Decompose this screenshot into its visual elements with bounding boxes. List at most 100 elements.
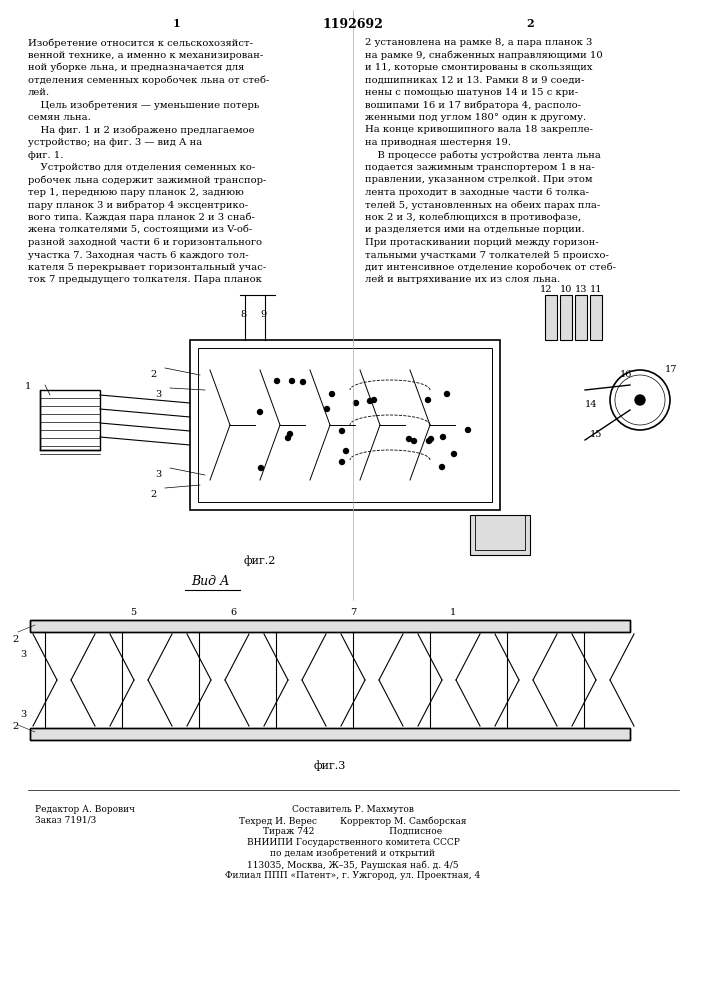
Text: 1: 1 [173, 18, 181, 29]
Text: фиг.2: фиг.2 [244, 555, 276, 566]
Bar [30, 728, 630, 740]
Text: вого типа. Каждая пара планок 2 и 3 снаб-: вого типа. Каждая пара планок 2 и 3 снаб… [28, 213, 255, 223]
Bar [475, 515, 525, 550]
Text: нок 2 и 3, колеблющихся в противофазе,: нок 2 и 3, колеблющихся в противофазе, [365, 213, 581, 223]
Text: тальными участками 7 толкателей 5 происхо-: тальными участками 7 толкателей 5 происх… [365, 250, 609, 259]
Bar [560, 295, 572, 340]
Bar [40, 390, 100, 450]
Text: 3: 3 [155, 390, 161, 399]
Circle shape [339, 460, 344, 464]
Text: 113035, Москва, Ж–35, Раушская наб. д. 4/5: 113035, Москва, Ж–35, Раушская наб. д. 4… [247, 860, 459, 869]
Text: 3: 3 [20, 650, 26, 659]
Text: 1: 1 [25, 382, 31, 391]
Text: 2: 2 [526, 18, 534, 29]
Text: лей и вытряхивание их из слоя льна.: лей и вытряхивание их из слоя льна. [365, 275, 560, 284]
Bar [190, 340, 500, 510]
Text: устройство; на фиг. 3 — вид А на: устройство; на фиг. 3 — вид А на [28, 138, 202, 147]
Circle shape [465, 428, 470, 432]
Text: венной технике, а именно к механизирован-: венной технике, а именно к механизирован… [28, 50, 263, 60]
Circle shape [259, 466, 264, 471]
Circle shape [300, 379, 305, 384]
Text: женными под углом 180° один к другому.: женными под углом 180° один к другому. [365, 113, 586, 122]
Text: отделения семенных коробочек льна от стеб-: отделения семенных коробочек льна от сте… [28, 76, 269, 85]
Circle shape [428, 436, 433, 442]
Text: кателя 5 перекрывает горизонтальный учас-: кателя 5 перекрывает горизонтальный учас… [28, 263, 267, 272]
Circle shape [407, 436, 411, 442]
Circle shape [325, 406, 329, 412]
Circle shape [339, 428, 344, 434]
Circle shape [329, 391, 334, 396]
Text: лента проходит в заходные части 6 толка-: лента проходит в заходные части 6 толка- [365, 188, 589, 197]
Text: 9: 9 [260, 310, 266, 319]
Circle shape [635, 395, 645, 405]
Text: 15: 15 [590, 430, 602, 439]
Circle shape [452, 452, 457, 456]
Text: Филиал ППП «Патент», г. Ужгород, ул. Проектная, 4: Филиал ППП «Патент», г. Ужгород, ул. Про… [226, 871, 481, 880]
Text: 14: 14 [585, 400, 597, 409]
Text: на приводная шестерня 19.: на приводная шестерня 19. [365, 138, 511, 147]
Text: 13: 13 [575, 285, 588, 294]
Text: робочек льна содержит зажимной транспор-: робочек льна содержит зажимной транспор- [28, 176, 267, 185]
Text: и 11, которые смонтированы в скользящих: и 11, которые смонтированы в скользящих [365, 63, 592, 72]
Text: 10: 10 [560, 285, 573, 294]
Text: на рамке 9, снабженных направляющими 10: на рамке 9, снабженных направляющими 10 [365, 50, 603, 60]
Text: При протаскивании порций между горизон-: При протаскивании порций между горизон- [365, 238, 599, 247]
Circle shape [440, 464, 445, 470]
Text: лей.: лей. [28, 88, 50, 97]
Text: разной заходной части 6 и горизонтального: разной заходной части 6 и горизонтальног… [28, 238, 262, 247]
Circle shape [426, 438, 431, 444]
Text: 3: 3 [155, 470, 161, 479]
Text: 5: 5 [130, 608, 136, 617]
Text: вошипами 16 и 17 вибратора 4, располо-: вошипами 16 и 17 вибратора 4, располо- [365, 101, 581, 110]
Text: Составитель Р. Махмутов: Составитель Р. Махмутов [292, 805, 414, 814]
Circle shape [274, 378, 279, 383]
Text: 2: 2 [12, 635, 18, 644]
Circle shape [289, 378, 295, 383]
Text: телей 5, установленных на обеих парах пла-: телей 5, установленных на обеих парах пл… [365, 200, 600, 210]
Text: нены с помощью шатунов 14 и 15 с кри-: нены с помощью шатунов 14 и 15 с кри- [365, 88, 578, 97]
Text: 2: 2 [150, 370, 156, 379]
Text: На фиг. 1 и 2 изображено предлагаемое: На фиг. 1 и 2 изображено предлагаемое [28, 125, 255, 135]
Circle shape [411, 438, 416, 444]
Text: по делам изобретений и открытий: по делам изобретений и открытий [271, 849, 436, 858]
Text: 6: 6 [230, 608, 236, 617]
Text: В процессе работы устройства лента льна: В процессе работы устройства лента льна [365, 150, 601, 160]
Circle shape [344, 448, 349, 454]
Circle shape [286, 436, 291, 440]
Text: 16: 16 [620, 370, 632, 379]
Text: Техред И. Верес        Корректор М. Самборская: Техред И. Верес Корректор М. Самборская [239, 816, 467, 826]
Bar [30, 728, 630, 740]
Text: подшипниках 12 и 13. Рамки 8 и 9 соеди-: подшипниках 12 и 13. Рамки 8 и 9 соеди- [365, 76, 585, 85]
Text: 7: 7 [350, 608, 356, 617]
Text: 1192692: 1192692 [322, 18, 383, 31]
Text: Изобретение относится к сельскохозяйст-: Изобретение относится к сельскохозяйст- [28, 38, 253, 47]
Text: ной уборке льна, и предназначается для: ной уборке льна, и предназначается для [28, 63, 245, 73]
Bar [590, 295, 602, 340]
Text: Вид А: Вид А [191, 575, 229, 588]
Text: 11: 11 [590, 285, 602, 294]
Circle shape [257, 410, 262, 414]
Text: 17: 17 [665, 365, 677, 374]
Text: 1: 1 [450, 608, 456, 617]
Circle shape [440, 434, 445, 440]
Circle shape [445, 391, 450, 396]
Text: и разделяется ими на отдельные порции.: и разделяется ими на отдельные порции. [365, 226, 585, 234]
Text: фиг. 1.: фиг. 1. [28, 150, 64, 159]
Bar [30, 620, 630, 632]
Text: подается зажимным транспортером 1 в на-: подается зажимным транспортером 1 в на- [365, 163, 595, 172]
Text: участка 7. Заходная часть 6 каждого тол-: участка 7. Заходная часть 6 каждого тол- [28, 250, 249, 259]
Circle shape [426, 397, 431, 402]
Text: семян льна.: семян льна. [28, 113, 90, 122]
Text: Цель изобретения — уменьшение потерь: Цель изобретения — уменьшение потерь [28, 101, 259, 110]
Text: дит интенсивное отделение коробочек от стеб-: дит интенсивное отделение коробочек от с… [365, 263, 616, 272]
Text: ВНИИПИ Государственного комитета СССР: ВНИИПИ Государственного комитета СССР [247, 838, 460, 847]
Bar [575, 295, 587, 340]
Text: Тираж 742                          Подписное: Тираж 742 Подписное [264, 827, 443, 836]
Text: 3: 3 [20, 710, 26, 719]
Bar [198, 348, 492, 502]
Text: фиг.3: фиг.3 [314, 760, 346, 771]
Text: 2: 2 [12, 722, 18, 731]
Text: жена толкателями 5, состоящими из V-об-: жена толкателями 5, состоящими из V-об- [28, 226, 252, 234]
Circle shape [288, 432, 293, 436]
Text: Редактор А. Ворович
Заказ 7191/3: Редактор А. Ворович Заказ 7191/3 [35, 805, 135, 824]
